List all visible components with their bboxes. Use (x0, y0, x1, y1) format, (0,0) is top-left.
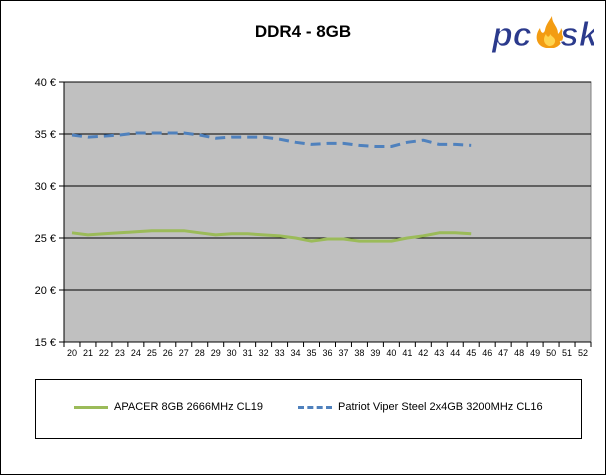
x-tick-label: 50 (546, 348, 556, 358)
x-tick-label: 48 (514, 348, 524, 358)
x-tick-label: 25 (147, 348, 157, 358)
x-tick-label: 43 (434, 348, 444, 358)
legend-label-apacer: APACER 8GB 2666MHz CL19 (114, 401, 263, 413)
series-line-apacer (71, 229, 472, 243)
logo-text-right: sk (560, 16, 594, 54)
x-tick-label: 20 (67, 348, 77, 358)
legend-swatch-apacer (74, 405, 108, 409)
x-tick-label: 33 (275, 348, 285, 358)
legend-item-apacer: APACER 8GB 2666MHz CL19 (74, 401, 263, 413)
chart-title: DDR4 - 8GB (254, 22, 352, 41)
x-tick-label: 26 (163, 348, 173, 358)
x-tick-label: 49 (530, 348, 540, 358)
y-tick-label: 40 € (35, 77, 56, 89)
x-tick-label: 23 (115, 348, 125, 358)
plot-background (63, 81, 592, 343)
y-tick-label: 20 € (35, 285, 56, 297)
legend-label-patriot: Patriot Viper Steel 2x4GB 3200MHz CL16 (338, 401, 543, 413)
x-tick-label: 40 (386, 348, 396, 358)
x-tick-label: 39 (370, 348, 380, 358)
x-tick-label: 42 (418, 348, 428, 358)
x-tick-label: 30 (227, 348, 237, 358)
legend-item-patriot: Patriot Viper Steel 2x4GB 3200MHz CL16 (298, 401, 543, 413)
x-tick-label: 51 (562, 348, 572, 358)
x-tick-label: 35 (307, 348, 317, 358)
x-tick-label: 41 (402, 348, 412, 358)
y-tick-label: 30 € (35, 181, 56, 193)
x-tick-label: 37 (338, 348, 348, 358)
x-tick-label: 27 (179, 348, 189, 358)
x-tick-label: 45 (466, 348, 476, 358)
x-tick-label: 28 (195, 348, 205, 358)
legend-swatch-patriot (298, 405, 332, 409)
x-tick-label: 47 (498, 348, 508, 358)
y-tick-label: 35 € (35, 129, 56, 141)
x-tick-label: 44 (450, 348, 460, 358)
x-tick-label: 52 (578, 348, 588, 358)
x-tick-label: 29 (211, 348, 221, 358)
x-tick-label: 32 (259, 348, 269, 358)
series-line-patriot (71, 131, 472, 148)
x-tick-label: 22 (99, 348, 109, 358)
flame-icon (536, 16, 564, 48)
y-tick-label: 25 € (35, 233, 56, 245)
x-tick-label: 46 (482, 348, 492, 358)
x-tick-label: 34 (291, 348, 301, 358)
y-tick-label: 15 € (35, 337, 56, 349)
x-tick-label: 24 (131, 348, 141, 358)
legend: APACER 8GB 2666MHz CL19 Patriot Viper St… (35, 379, 582, 439)
logo-text-left: pc (491, 16, 532, 54)
site-logo: pc sk (491, 16, 595, 55)
x-tick-label: 38 (354, 348, 364, 358)
x-tick-label: 36 (322, 348, 332, 358)
x-tick-label: 21 (83, 348, 93, 358)
x-tick-label: 31 (243, 348, 253, 358)
